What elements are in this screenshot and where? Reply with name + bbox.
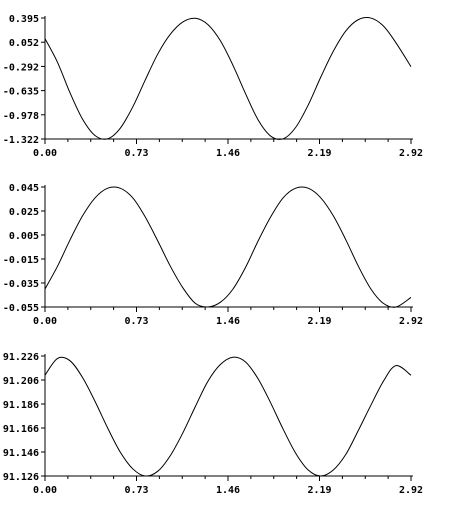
- x-tick-label: 1.46: [216, 316, 240, 327]
- y-tick-label: 91.126: [3, 472, 39, 483]
- y-tick-label: -0.055: [3, 303, 39, 314]
- x-tick-label: 1.46: [216, 148, 240, 159]
- x-tick-label: 0.73: [124, 148, 148, 159]
- y-tick-label: 0.025: [9, 207, 39, 218]
- chart-panel-2: 0.045 0.025 0.005 -0.015 -0.035 -0.055 0.00 0.7…: [3, 183, 423, 327]
- y-tick-label: 0.005: [9, 231, 39, 242]
- y-tick-label: 0.052: [9, 38, 39, 49]
- y-tick-label: 0.045: [9, 183, 39, 194]
- series-line-1: [44, 356, 412, 477]
- y-tick-label: 0.395: [9, 14, 39, 25]
- chart-panel-3: 91.226 91.206 91.186 91.166 91.146 91.126 0.00…: [3, 352, 423, 496]
- x-tick-label: 2.92: [399, 485, 423, 496]
- x-tick-label: 2.92: [399, 316, 423, 327]
- x-tick-label: 0.00: [33, 316, 57, 327]
- y-tick-label: 91.146: [3, 448, 39, 459]
- x-tick-label: 0.00: [33, 485, 57, 496]
- y-tick-label: 91.186: [3, 400, 39, 411]
- x-tick-label: 0.00: [33, 148, 57, 159]
- y-tick-label: 91.206: [3, 376, 39, 387]
- y-tick-label: 91.226: [3, 352, 39, 363]
- x-tick-label: 2.92: [399, 148, 423, 159]
- y-tick-label: -0.635: [3, 87, 39, 98]
- series-line-1: [44, 17, 412, 140]
- y-tick-label: -0.015: [3, 255, 39, 266]
- chart-panel-1: 0.395 0.052 -0.292 -0.635 -0.978 -1.322 0.00 0.…: [3, 14, 423, 159]
- x-tick-label: 2.19: [307, 148, 331, 159]
- y-tick-label: -1.322: [3, 135, 39, 146]
- x-tick-label: 0.73: [124, 316, 148, 327]
- y-tick-label: -0.978: [3, 111, 39, 122]
- x-tick-label: 2.19: [307, 485, 331, 496]
- y-tick-label: 91.166: [3, 424, 39, 435]
- y-tick-label: -0.035: [3, 279, 39, 290]
- y-tick-label: -0.292: [3, 62, 39, 73]
- series-line-1: [44, 186, 412, 308]
- x-tick-label: 2.19: [307, 316, 331, 327]
- x-tick-label: 1.46: [216, 485, 240, 496]
- x-tick-label: 0.73: [124, 485, 148, 496]
